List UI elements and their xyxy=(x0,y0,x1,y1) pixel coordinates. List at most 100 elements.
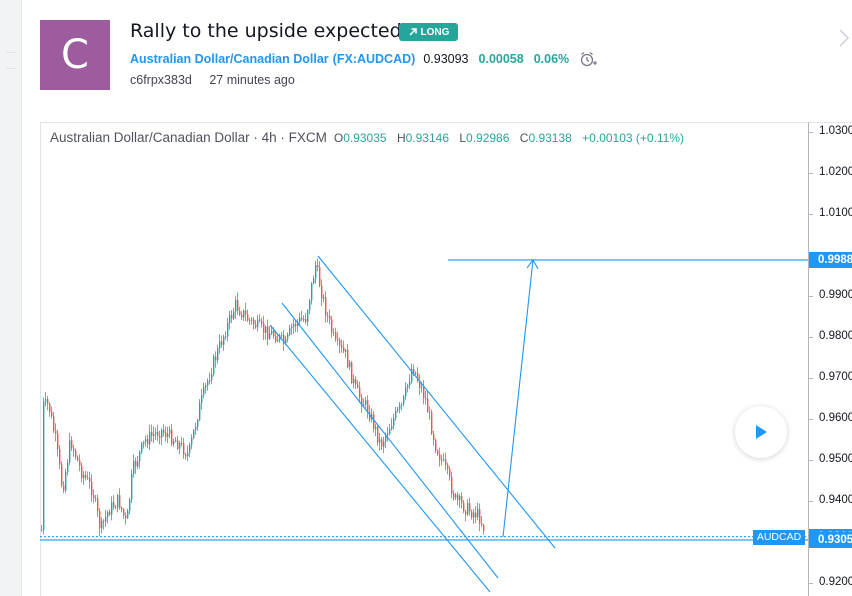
projection-arrow-line xyxy=(502,259,534,538)
left-side-strip xyxy=(0,0,22,596)
candle-body xyxy=(213,356,215,375)
channel-upper-line xyxy=(317,255,556,549)
candle-body xyxy=(249,320,251,322)
candle-body xyxy=(473,512,475,518)
legend-high: 0.93146 xyxy=(405,130,449,145)
candle-body xyxy=(121,507,123,510)
candle-body xyxy=(207,380,209,386)
candle-body xyxy=(227,322,229,337)
chevron-right-icon[interactable] xyxy=(838,28,850,48)
price-tick-label: 0.9600 xyxy=(819,412,852,424)
candle-body xyxy=(77,457,79,461)
candle-body xyxy=(139,451,141,462)
candle-body xyxy=(205,385,207,388)
candle-body xyxy=(471,511,473,518)
candle-body xyxy=(193,430,195,439)
candle-body xyxy=(247,314,249,321)
candle-body xyxy=(411,369,413,382)
candle-body xyxy=(197,420,199,427)
candle-body xyxy=(307,310,309,322)
candle-body xyxy=(479,508,481,524)
candle-body xyxy=(161,429,163,438)
candle-body xyxy=(75,450,77,458)
candle-body xyxy=(323,297,325,299)
candle-body xyxy=(459,496,461,501)
candle-body xyxy=(395,410,397,419)
candle-body xyxy=(209,380,211,382)
candle-body xyxy=(465,511,467,515)
candle-body xyxy=(255,324,257,328)
candle-body xyxy=(85,474,87,478)
price-tag: 0.9988 xyxy=(809,251,852,268)
symbol-name-link[interactable]: Australian Dollar/Canadian Dollar xyxy=(130,52,329,66)
candle-body xyxy=(319,267,321,286)
candle-body xyxy=(391,426,393,429)
candle-body xyxy=(179,443,181,449)
candle-body xyxy=(225,336,227,338)
candle-body xyxy=(253,319,255,325)
candle-body xyxy=(331,319,333,333)
price-axis[interactable] xyxy=(808,122,809,596)
candle-body xyxy=(423,387,425,399)
author-row: c6frpx383d 27 minutes ago xyxy=(130,73,295,87)
candle-body xyxy=(429,411,431,413)
author-name-link[interactable]: c6frpx383d xyxy=(130,73,192,87)
candle-body xyxy=(303,319,305,321)
price-tick-mark xyxy=(808,337,813,338)
legend-close: 0.93138 xyxy=(528,130,572,145)
candle-body xyxy=(365,400,367,405)
legend-low: 0.92986 xyxy=(466,130,510,145)
candle-body xyxy=(407,385,409,388)
candle-body xyxy=(243,310,245,318)
strip-divider xyxy=(6,52,16,53)
candle-body xyxy=(63,485,65,491)
symbol-code-link[interactable]: FX:AUDCAD xyxy=(336,52,412,66)
candle-body xyxy=(201,395,203,403)
candle-body xyxy=(433,433,435,441)
candle-body xyxy=(405,387,407,397)
candle-body xyxy=(289,328,291,335)
candle-body xyxy=(287,334,289,340)
legend-change: +0.00103 (+0.11%) xyxy=(582,130,685,145)
candle-body xyxy=(157,432,159,437)
candle-body xyxy=(231,314,233,319)
chart-area[interactable] xyxy=(40,122,852,596)
candle-body xyxy=(321,285,323,299)
candle-body xyxy=(105,516,107,522)
price-tick-mark xyxy=(808,173,813,174)
candle-body xyxy=(381,439,383,447)
candle-body xyxy=(399,404,401,409)
candle-body xyxy=(315,264,317,279)
candle-body xyxy=(195,426,197,431)
candle-body xyxy=(355,379,357,385)
candle-body xyxy=(71,440,73,449)
candle-body xyxy=(469,503,471,512)
candle-body xyxy=(313,278,315,284)
alarm-clock-icon[interactable] xyxy=(579,50,598,68)
author-avatar[interactable]: C xyxy=(40,20,110,90)
candle-body xyxy=(251,319,253,321)
candle-body xyxy=(317,264,319,268)
candle-body xyxy=(175,440,177,442)
candle-body xyxy=(263,323,265,333)
candle-body xyxy=(267,326,269,339)
legend-high-key: H xyxy=(396,130,406,145)
candle-body xyxy=(117,495,119,508)
candle-body xyxy=(275,336,277,342)
price-tick-label: 0.9500 xyxy=(819,453,852,465)
candle-body xyxy=(101,520,103,529)
symbol-price: 0.93093 xyxy=(423,52,469,66)
candle-body xyxy=(439,454,441,460)
candle-body xyxy=(135,460,137,467)
price-tick-mark xyxy=(808,214,813,215)
candle-body xyxy=(281,334,283,336)
candle-body xyxy=(353,379,355,383)
candle-body xyxy=(53,416,55,431)
candle-body xyxy=(403,396,405,405)
play-button[interactable] xyxy=(735,406,787,458)
candle-body xyxy=(93,494,95,499)
candle-body xyxy=(199,402,201,421)
candle-body xyxy=(259,319,261,321)
candle-body xyxy=(359,387,361,398)
symbol-paren-open: ( xyxy=(332,52,337,66)
